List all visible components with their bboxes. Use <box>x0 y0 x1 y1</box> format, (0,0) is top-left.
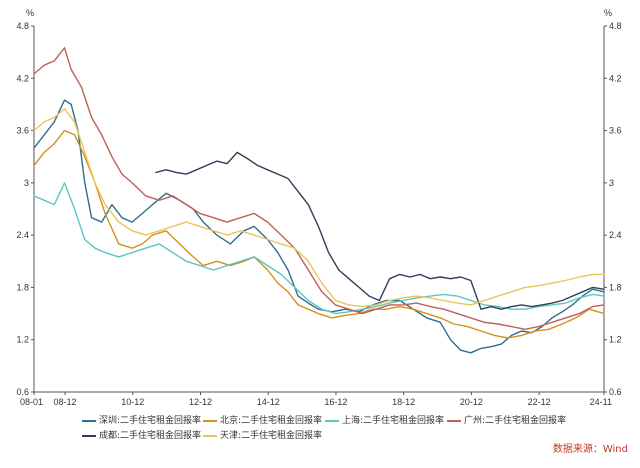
x-tick-label: 20-12 <box>460 397 483 407</box>
legend-label: 天津:二手住宅租金回报率 <box>220 431 323 441</box>
legend-swatch <box>447 419 461 422</box>
series-line-6 <box>33 108 605 308</box>
x-tick-label: 12-12 <box>189 397 212 407</box>
y-tick-label-right: 1.2 <box>609 335 622 345</box>
series-line-3 <box>33 182 605 315</box>
series-line-2 <box>33 129 605 339</box>
legend-swatch <box>82 419 96 422</box>
axes-layer: % % 0.6 0.6 1.2 1.2 1.8 1.8 2.4 2.4 3 3 3.6 3.6 4.2 4.2… <box>16 8 621 407</box>
y-tick-label-left: 3.6 <box>16 126 29 136</box>
legend-item: 上海:二手住宅租金回报率 <box>325 413 444 426</box>
x-tick-label: 16-12 <box>324 397 347 407</box>
x-tick-label: 24-11 <box>590 397 612 407</box>
y-tick-label-left: 3 <box>24 178 29 188</box>
legend-item: 成都:二手住宅租金回报率 <box>82 428 201 441</box>
x-tick-label: 18-12 <box>392 397 415 407</box>
legend-label: 上海:二手住宅租金回报率 <box>342 416 445 426</box>
y-tick-label-left: 1.2 <box>16 335 29 345</box>
series-line-1 <box>33 99 605 354</box>
y-tick-label-left: 4.8 <box>16 21 29 31</box>
x-tick-label: 22-12 <box>528 397 551 407</box>
y-tick-label-left: 1.8 <box>16 282 29 292</box>
legend-swatch <box>325 419 339 422</box>
legend-item: 北京:二手住宅租金回报率 <box>203 413 322 426</box>
y-unit-left: % <box>26 8 34 18</box>
legend-item: 天津:二手住宅租金回报率 <box>203 428 322 441</box>
source-note: 数据来源：Wind <box>552 444 628 455</box>
series-layer <box>33 47 605 354</box>
legend-item: 广州:二手住宅租金回报率 <box>447 413 566 426</box>
series-line-4 <box>33 47 605 330</box>
y-tick-label-right: 3 <box>609 178 614 188</box>
legend-label: 成都:二手住宅租金回报率 <box>99 431 202 441</box>
legend-label: 深圳:二手住宅租金回报率 <box>99 416 202 426</box>
y-tick-label-right: 0.6 <box>609 387 622 397</box>
y-tick-label-right: 4.8 <box>609 21 622 31</box>
y-tick-label-right: 1.8 <box>609 282 622 292</box>
y-unit-right: % <box>604 8 612 18</box>
y-tick-label-right: 2.4 <box>609 230 622 240</box>
legend-item: 深圳:二手住宅租金回报率 <box>82 413 201 426</box>
x-tick-label: 08-01 <box>20 397 43 407</box>
legend-swatch <box>82 434 96 437</box>
legend-label: 广州:二手住宅租金回报率 <box>464 416 567 426</box>
y-tick-label-left: 2.4 <box>16 230 29 240</box>
y-tick-label-right: 4.2 <box>609 73 622 83</box>
y-tick-label-left: 4.2 <box>16 73 29 83</box>
series-line-5 <box>155 151 605 310</box>
x-tick-label: 10-12 <box>121 397 144 407</box>
legend-label: 北京:二手住宅租金回报率 <box>220 416 323 426</box>
y-tick-label-right: 3.6 <box>609 126 622 136</box>
legend-swatch <box>203 434 217 437</box>
legend-swatch <box>203 419 217 422</box>
x-tick-label: 08-12 <box>54 397 77 407</box>
y-tick-label-left: 0.6 <box>16 387 29 397</box>
x-tick-label: 14-12 <box>257 397 280 407</box>
